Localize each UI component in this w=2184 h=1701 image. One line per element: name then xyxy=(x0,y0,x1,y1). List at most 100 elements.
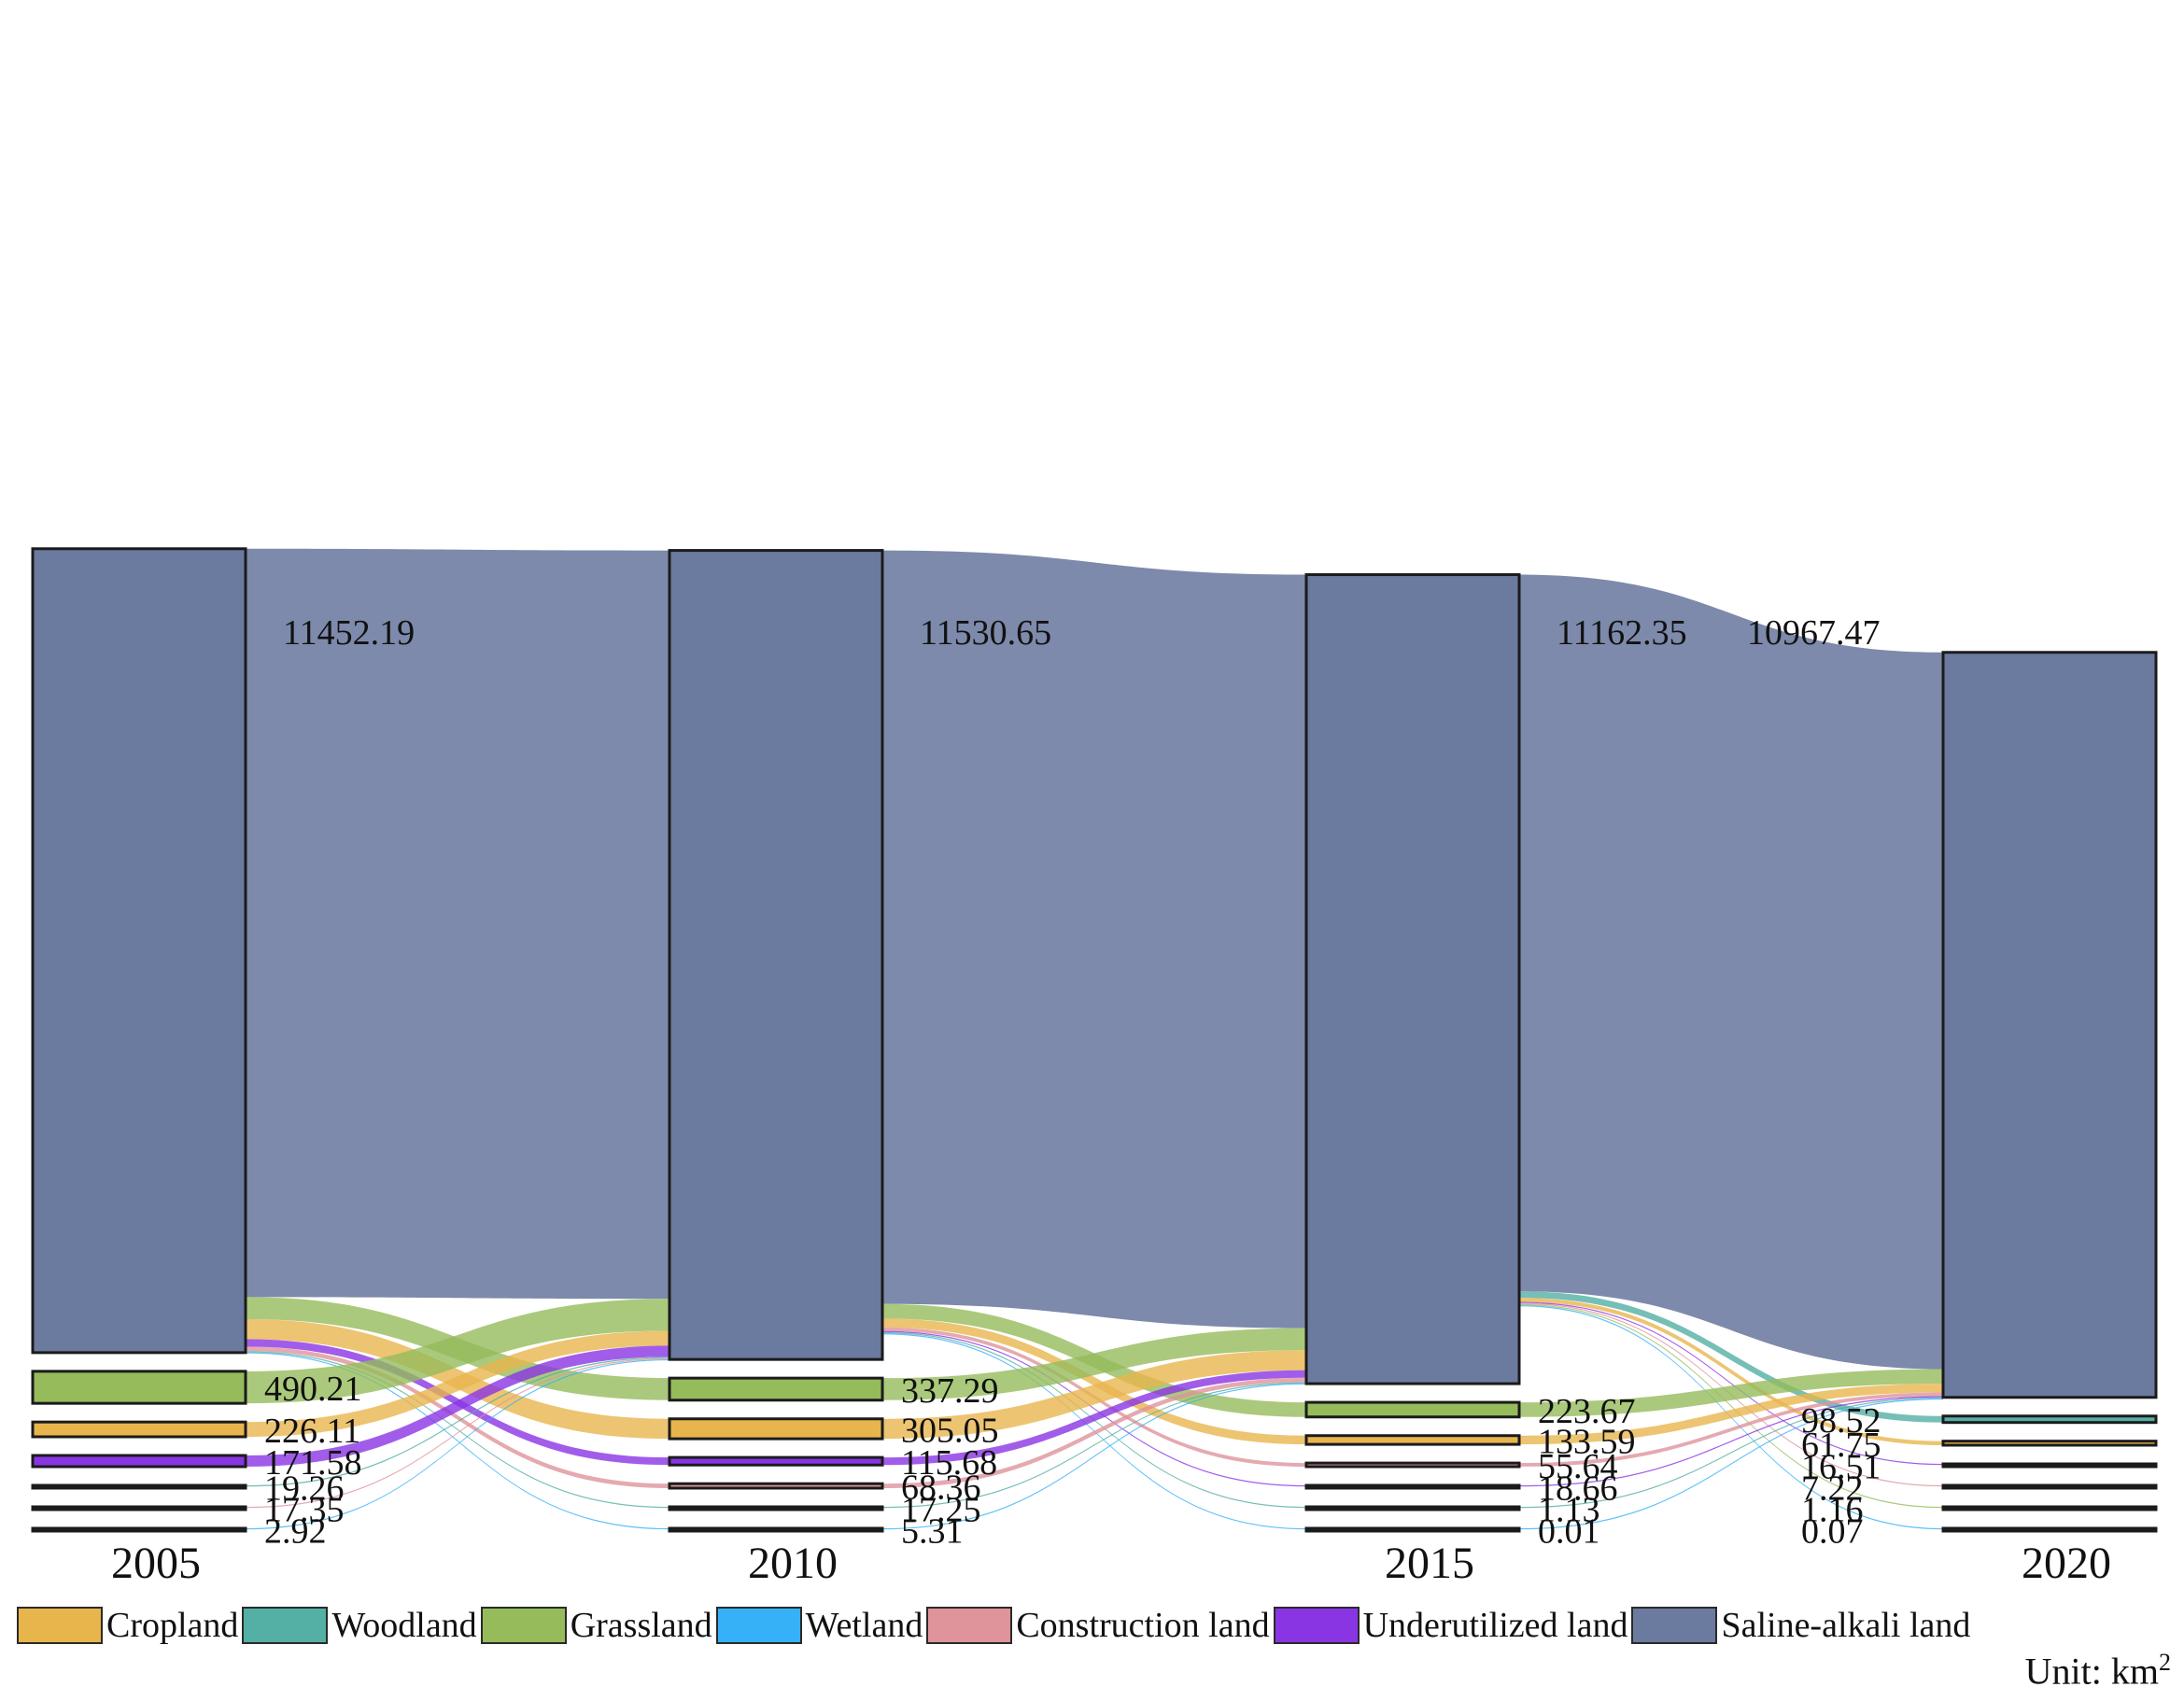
legend-swatch-woodland xyxy=(242,1607,329,1644)
value-label-2020-grassland: 1.16 xyxy=(1801,1491,1864,1530)
legend-swatch-construction xyxy=(926,1607,1013,1644)
value-label-2015-wetland: 0.01 xyxy=(1538,1512,1600,1552)
value-label-2010-grassland: 337.29 xyxy=(901,1371,999,1411)
value-label-2010-wetland: 5.31 xyxy=(901,1512,964,1552)
node-2005-underutilized xyxy=(31,1454,247,1469)
node-2015-cropland xyxy=(1304,1434,1521,1446)
legend-swatch-saline xyxy=(1631,1607,1718,1644)
node-2010-cropland xyxy=(668,1417,884,1441)
legend: Cropland Woodland Grassland Wetland Construc… xyxy=(17,1603,1974,1648)
node-2020-cropland xyxy=(1941,1440,2158,1447)
value-label-2015-construction: 55.64 xyxy=(1538,1447,1618,1486)
legend-label-construction: Construction land xyxy=(1016,1606,1270,1645)
value-label-2005-construction: 17.35 xyxy=(264,1491,345,1530)
labels-layer: 11452.19 490.21226.11171.5819.2617.352.92… xyxy=(111,613,2111,1588)
node-2015-woodland xyxy=(1304,1505,1521,1511)
flow-2005-saline-to-2010-wetland xyxy=(246,1352,669,1530)
flow-2010-cropland-to-2015-saline xyxy=(882,1350,1306,1440)
value-label-2010-woodland: 17.25 xyxy=(901,1491,981,1530)
legend-label-underutilized: Underutilized land xyxy=(1362,1606,1628,1645)
legend-swatch-wetland xyxy=(715,1607,802,1644)
node-2010-grassland xyxy=(668,1376,884,1402)
node-2015-construction xyxy=(1304,1461,1521,1469)
year-label-2010: 2010 xyxy=(748,1539,838,1588)
node-2020-wetland xyxy=(1941,1526,2158,1533)
legend-item-saline: Saline-alkali land xyxy=(1631,1605,1970,1646)
value-label-2015-underutilized: 18.66 xyxy=(1538,1469,1618,1509)
flow-2005-wetland-to-2010-saline xyxy=(246,1358,669,1530)
flow-2010-grassland-to-2015-saline xyxy=(882,1328,1306,1400)
flow-2015-cropland-to-2020-saline xyxy=(1519,1384,1943,1445)
flow-2010-saline-to-2015-cropland xyxy=(882,1318,1306,1445)
node-2005-wetland xyxy=(31,1526,247,1533)
flow-2015-grassland-to-2020-saline xyxy=(1519,1369,1943,1417)
flow-2010-construction-to-2015-saline xyxy=(882,1377,1306,1488)
flow-2015-wetland-to-2020-saline xyxy=(1519,1398,1943,1530)
value-label-2005-wetland: 2.92 xyxy=(264,1512,327,1552)
value-label-2020-wetland: 0.07 xyxy=(1801,1512,1864,1552)
node-2020-construction xyxy=(1941,1483,2158,1490)
flow-2005-construction-to-2010-saline xyxy=(246,1357,669,1509)
value-label-2015-saline: 11162.35 xyxy=(1557,613,1687,653)
value-label-2015-cropland: 133.59 xyxy=(1538,1422,1636,1461)
value-label-2020-underutilized: 16.51 xyxy=(1801,1448,1881,1487)
node-2015-wetland xyxy=(1304,1526,1521,1533)
flow-2010-saline-to-2015-saline xyxy=(882,550,1306,1328)
flow-2005-saline-to-2010-woodland xyxy=(246,1351,669,1509)
node-2010-woodland xyxy=(668,1505,884,1511)
node-2020-grassland xyxy=(1941,1505,2158,1511)
value-label-2020-saline: 10967.47 xyxy=(1747,613,1881,653)
flow-2015-saline-to-2020-cropland xyxy=(1519,1298,1943,1445)
value-label-2010-cropland: 305.05 xyxy=(901,1411,999,1450)
value-label-2015-woodland: 1.13 xyxy=(1538,1491,1600,1530)
node-2005-saline xyxy=(31,547,247,1355)
flow-2015-construction-to-2020-saline xyxy=(1519,1392,1943,1467)
flow-2005-cropland-to-2010-saline xyxy=(246,1330,669,1437)
legend-item-wetland: Wetland xyxy=(715,1605,923,1646)
node-2005-woodland xyxy=(31,1483,247,1490)
value-label-2020-woodland: 98.52 xyxy=(1801,1401,1881,1441)
legend-label-saline: Saline-alkali land xyxy=(1721,1606,1971,1645)
year-label-2015: 2015 xyxy=(1385,1539,1474,1588)
flow-2005-grassland-to-2010-saline xyxy=(246,1299,669,1404)
value-label-2005-grassland: 490.21 xyxy=(264,1370,362,1409)
flow-2015-saline-to-2020-underutilized xyxy=(1519,1301,1943,1466)
legend-label-woodland: Woodland xyxy=(331,1606,477,1645)
legend-label-grassland: Grassland xyxy=(570,1606,712,1645)
legend-label-wetland: Wetland xyxy=(805,1606,923,1645)
flows-layer xyxy=(246,548,1943,1530)
legend-item-grassland: Grassland xyxy=(480,1605,712,1646)
value-label-2010-saline: 11530.65 xyxy=(920,613,1051,653)
flow-2015-woodland-to-2020-saline xyxy=(1519,1397,1943,1509)
node-2015-saline xyxy=(1304,573,1521,1385)
node-2015-grassland xyxy=(1304,1400,1521,1419)
node-2020-underutilized xyxy=(1941,1462,2158,1469)
flow-2005-underutilized-to-2010-saline xyxy=(246,1345,669,1467)
sankey-chart: 11452.19 490.21226.11171.5819.2617.352.92… xyxy=(31,547,2158,1588)
flow-2005-woodland-to-2010-saline xyxy=(246,1357,669,1487)
legend-swatch-grassland xyxy=(480,1607,567,1644)
value-label-2020-construction: 7.22 xyxy=(1801,1469,1864,1509)
node-2010-wetland xyxy=(668,1526,884,1533)
flow-2015-saline-to-2020-saline xyxy=(1519,574,1943,1370)
flow-2010-underutilized-to-2015-saline xyxy=(882,1370,1306,1466)
value-label-2010-construction: 68.36 xyxy=(901,1469,981,1508)
value-label-2005-woodland: 19.26 xyxy=(264,1469,345,1509)
value-label-2015-grassland: 223.67 xyxy=(1538,1392,1636,1431)
flow-2010-saline-to-2015-underutilized xyxy=(882,1330,1306,1487)
node-2005-construction xyxy=(31,1505,247,1511)
flow-2015-underutilized-to-2020-saline xyxy=(1519,1396,1943,1487)
value-label-2020-cropland: 61.75 xyxy=(1801,1426,1881,1465)
value-label-2005-underutilized: 171.58 xyxy=(264,1443,362,1483)
unit-text: Unit: km xyxy=(2024,1650,2159,1693)
node-2005-cropland xyxy=(31,1420,247,1439)
value-label-2005-cropland: 226.11 xyxy=(264,1412,360,1451)
flow-2010-wetland-to-2015-saline xyxy=(882,1383,1306,1530)
flow-2015-saline-to-2020-woodland xyxy=(1519,1291,1943,1423)
legend-label-cropland: Cropland xyxy=(106,1606,239,1645)
node-2010-underutilized xyxy=(668,1455,884,1467)
legend-item-construction: Construction land xyxy=(926,1605,1270,1646)
flow-2010-woodland-to-2015-saline xyxy=(882,1382,1306,1509)
node-2010-construction xyxy=(668,1482,884,1490)
node-2020-saline xyxy=(1941,651,2158,1399)
